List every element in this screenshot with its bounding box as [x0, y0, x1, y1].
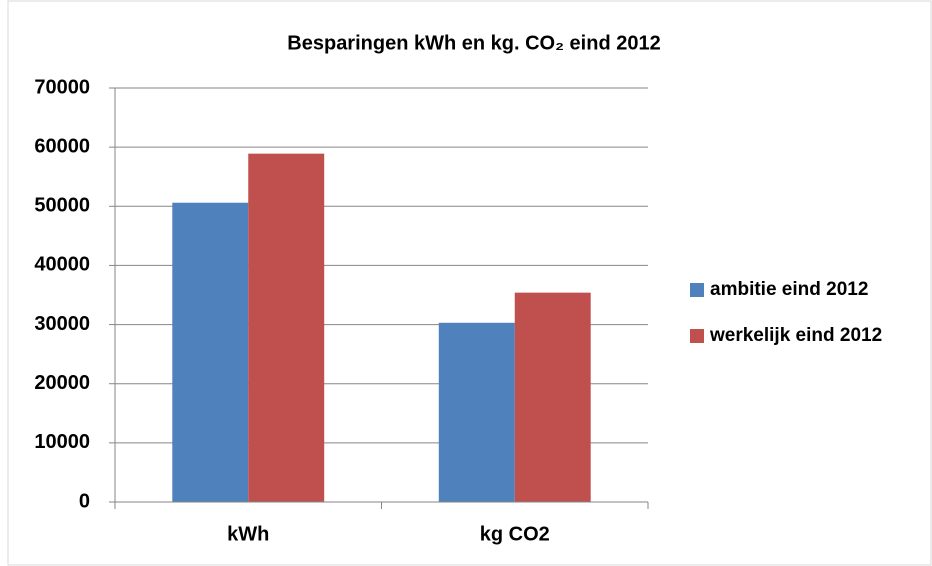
y-tick-label: 20000 [34, 372, 90, 394]
bar [514, 292, 591, 502]
y-tick-label: 40000 [34, 254, 90, 276]
y-tick-label: 70000 [34, 76, 90, 98]
legend-swatch [690, 283, 704, 297]
bar [248, 153, 325, 503]
y-tick-label: 30000 [34, 313, 90, 335]
y-tick-label: 60000 [34, 135, 90, 157]
legend-swatch [690, 329, 704, 343]
chart-title: Besparingen kWh en kg. CO₂ eind 2012 [287, 32, 660, 54]
y-tick-label: 50000 [34, 195, 90, 217]
y-tick-label: 0 [79, 490, 90, 512]
x-tick-label: kg CO2 [480, 523, 550, 545]
x-tick-label: kWh [227, 523, 269, 545]
legend-label: werkelijk eind 2012 [709, 325, 882, 346]
bar [438, 322, 515, 502]
y-tick-label: 10000 [34, 431, 90, 453]
legend-label: ambitie eind 2012 [710, 279, 868, 300]
bar [172, 202, 249, 503]
